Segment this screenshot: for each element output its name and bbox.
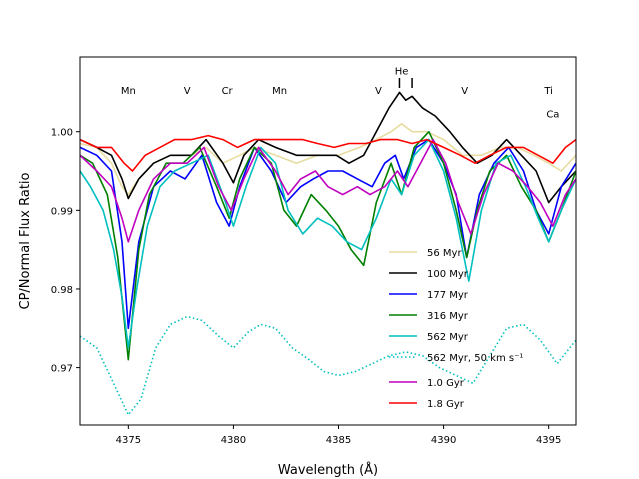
ion-label-cr: Cr [222, 86, 234, 97]
series-layer [80, 91, 576, 416]
legend-label-1-8-gyr: 1.8 Gyr [427, 399, 465, 410]
y-tick-label: 1.00 [51, 128, 73, 139]
y-axis-title: CP/Normal Flux Ratio [18, 172, 33, 309]
legend-label-56-myr: 56 Myr [427, 248, 462, 259]
ion-label-v: V [375, 86, 382, 97]
ion-label-v: V [461, 86, 468, 97]
x-tick-label: 4380 [221, 435, 246, 446]
x-tick-label: 4375 [116, 435, 141, 446]
series-line-100-myr [80, 91, 576, 204]
legend-label-100-myr: 100 Myr [427, 269, 469, 280]
y-tick-label: 0.97 [51, 364, 73, 375]
y-tick-label: 0.98 [51, 285, 73, 296]
legend: 56 Myr 100 Myr 177 Myr 316 Myr 562 Myr 562 My… [389, 248, 523, 410]
ion-label-v: V [184, 86, 191, 97]
series-line-1-8-gyr [80, 134, 576, 172]
x-tick-label: 4385 [326, 435, 351, 446]
ion-label-layer: Mn V Cr Mn V He V Ti Ca [121, 66, 560, 120]
x-tick-label: 4395 [536, 435, 561, 446]
y-axis: 0.97 0.98 0.99 1.00 [51, 128, 80, 375]
legend-label-562-myr: 562 Myr [427, 332, 469, 343]
y-tick-label: 0.99 [51, 206, 73, 217]
plot-frame [79, 56, 577, 426]
ion-label-he: He [395, 66, 409, 77]
legend-label-562-myr-50-km-s: 562 Myr, 50 km s⁻¹ [427, 353, 523, 364]
ion-label-mn: Mn [272, 86, 287, 97]
series-line-1-0-gyr [80, 138, 576, 243]
legend-label-316-myr: 316 Myr [427, 311, 469, 322]
legend-label-1-0-gyr: 1.0 Gyr [427, 378, 465, 389]
x-axis-title: Wavelength (Å) [278, 462, 378, 478]
legend-label-177-myr: 177 Myr [427, 290, 469, 301]
series-line-177-myr [80, 138, 576, 330]
series-line-316-myr [80, 130, 576, 361]
series-line-562-myr-50-km-s [80, 315, 576, 416]
ion-label-mn: Mn [121, 86, 136, 97]
ion-label-ca: Ca [546, 110, 559, 121]
ion-label-ti: Ti [543, 86, 553, 97]
x-axis: 4375 4380 4385 4390 4395 [116, 425, 561, 446]
x-tick-label: 4390 [431, 435, 456, 446]
